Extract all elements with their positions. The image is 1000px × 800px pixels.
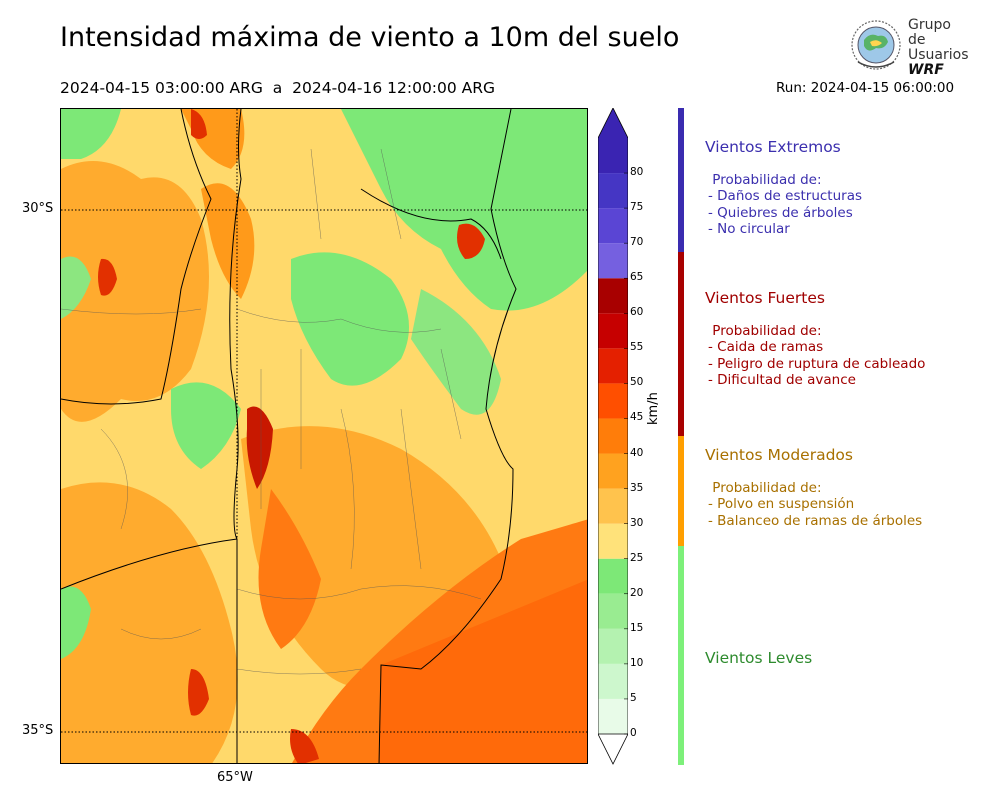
colorbar-segment <box>598 628 628 664</box>
colorbar-tick-label: 5 <box>630 691 637 704</box>
logo-line-3: WRF <box>908 62 944 78</box>
colorbar-segment <box>598 593 628 629</box>
map-title: Intensidad máxima de viento a 10m del su… <box>60 22 680 53</box>
lat-label-35s: 35°S <box>22 723 54 738</box>
colorbar-segment <box>598 313 628 349</box>
run-time: Run: 2024-04-15 06:00:00 <box>776 80 955 96</box>
colorbar-tick-label: 60 <box>630 306 644 319</box>
logo-line-1: Grupo de <box>908 17 951 48</box>
category-title-extremos: Vientos Extremos <box>705 138 841 156</box>
category-bar-leves <box>678 546 684 765</box>
category-text-extremos: Probabilidad de: - Daños de estructuras … <box>708 172 863 237</box>
colorbar-tick-label: 65 <box>630 271 644 284</box>
category-bar-moderados <box>678 436 684 546</box>
colorbar-tick-label: 35 <box>630 481 644 494</box>
globe-icon <box>851 20 901 70</box>
colorbar-segment <box>598 418 628 454</box>
colorbar-segment <box>598 208 628 244</box>
colorbar-unit: km/h <box>646 392 661 425</box>
lat-label-30s: 30°S <box>22 201 54 216</box>
colorbar-segment <box>598 453 628 489</box>
colorbar-tick-label: 70 <box>630 236 644 249</box>
category-text-fuertes: Probabilidad de: - Caida de ramas - Peli… <box>708 323 926 388</box>
colorbar-segment <box>598 173 628 209</box>
category-bar-fuertes <box>678 252 684 436</box>
colorbar-segment <box>598 488 628 524</box>
colorbar-tick-label: 10 <box>630 656 644 669</box>
colorbar-segment <box>598 663 628 699</box>
colorbar-tick-label: 75 <box>630 201 644 214</box>
category-text-moderados: Probabilidad de: - Polvo en suspensión -… <box>708 480 923 529</box>
category-title-leves: Vientos Leves <box>705 649 813 667</box>
colorbar <box>598 108 628 765</box>
forecast-period: 2024-04-15 03:00:00 ARG a 2024-04-16 12:… <box>60 79 496 97</box>
colorbar-tick-label: 15 <box>630 621 644 634</box>
colorbar-tick-label: 40 <box>630 446 644 459</box>
colorbar-segment <box>598 108 628 174</box>
colorbar-tick-label: 55 <box>630 341 644 354</box>
wind-field-raster <box>61 109 587 763</box>
colorbar-tick-label: 0 <box>630 727 637 739</box>
colorbar-tick-label: 50 <box>630 376 644 389</box>
colorbar-segment <box>598 278 628 314</box>
colorbar-tick-label: 25 <box>630 551 644 564</box>
category-bar-extremos <box>678 108 684 252</box>
colorbar-segment <box>598 243 628 279</box>
category-title-moderados: Vientos Moderados <box>705 446 853 464</box>
colorbar-segment <box>598 523 628 559</box>
colorbar-tick-label: 45 <box>630 411 644 424</box>
colorbar-segment <box>598 383 628 419</box>
colorbar-segment <box>598 558 628 594</box>
wind-map <box>60 108 588 764</box>
colorbar-tick-label: 30 <box>630 516 644 529</box>
colorbar-under-arrow <box>598 733 628 765</box>
logo-line-2: Usuarios <box>908 47 969 63</box>
colorbar-segment <box>598 348 628 384</box>
wrf-users-logo: Grupo de Usuarios WRF <box>848 16 972 78</box>
colorbar-tick-label: 20 <box>630 586 644 599</box>
category-title-fuertes: Vientos Fuertes <box>705 289 825 307</box>
colorbar-tick-label: 80 <box>630 166 644 179</box>
lon-label-65w: 65°W <box>217 770 253 785</box>
colorbar-segment <box>598 698 628 734</box>
